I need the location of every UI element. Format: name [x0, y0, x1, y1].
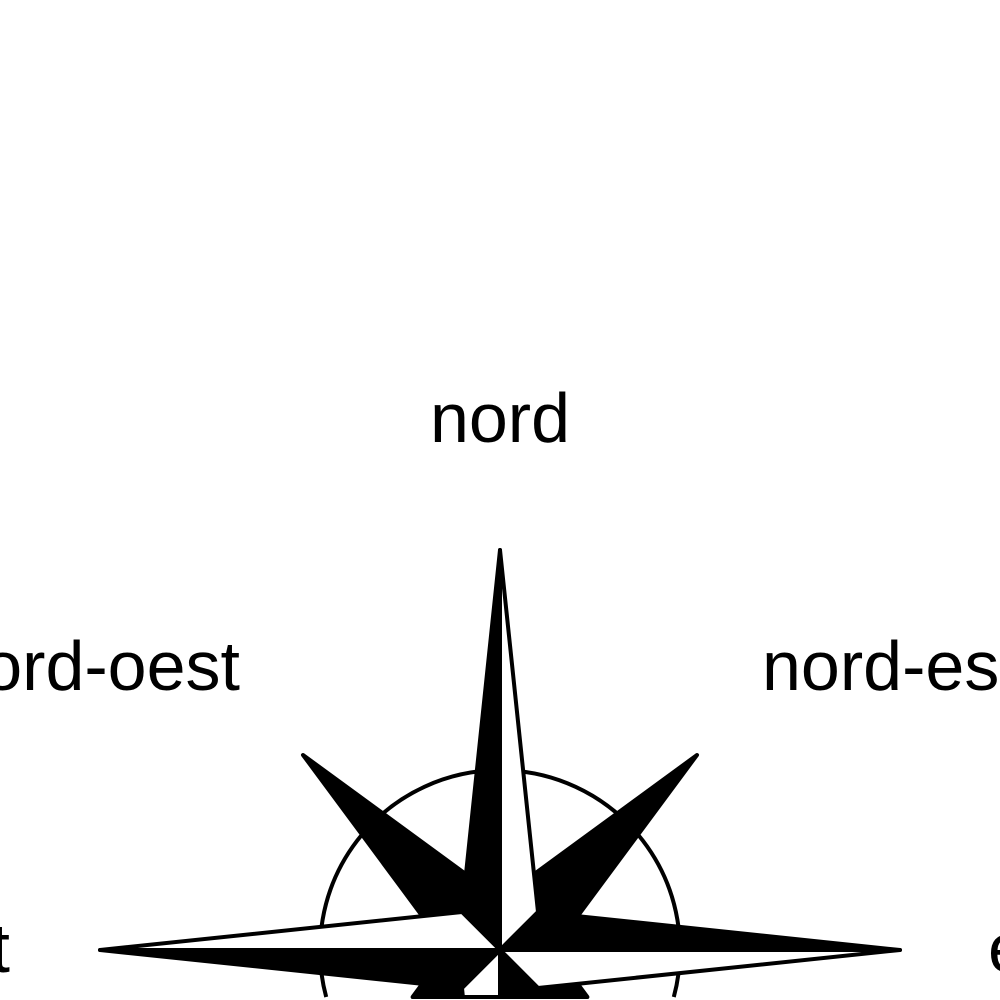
label-north: nord: [430, 379, 570, 457]
point-east-bottom: [498, 948, 902, 990]
point-east-top: [498, 910, 902, 952]
point-north-right: [498, 548, 540, 952]
label-east: est: [988, 909, 1000, 987]
compass-rose: [98, 548, 902, 999]
point-west-bottom: [98, 948, 502, 990]
label-west: oest: [0, 909, 10, 987]
label-northeast: nord-est: [762, 627, 1000, 705]
point-north-left: [460, 548, 502, 952]
label-northwest: nord-oest: [0, 627, 240, 705]
point-west-top: [98, 910, 502, 952]
